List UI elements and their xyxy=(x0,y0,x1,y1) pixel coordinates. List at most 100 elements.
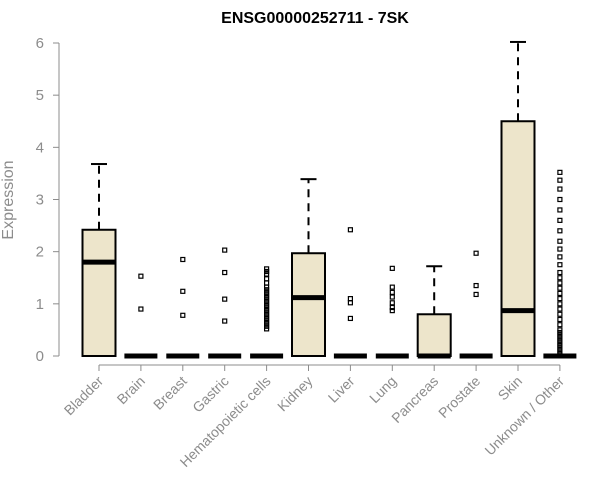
outlier-point xyxy=(264,315,270,322)
outlier-point xyxy=(264,323,270,329)
outlier-point xyxy=(557,238,563,244)
x-tick-label: Pancreas xyxy=(388,373,441,426)
outlier-point xyxy=(557,169,563,175)
outlier-point xyxy=(264,305,270,311)
outlier-point xyxy=(264,313,270,319)
outlier-point xyxy=(557,342,563,349)
outlier-point xyxy=(557,262,563,268)
box-group xyxy=(208,247,242,359)
outlier-point xyxy=(557,340,563,346)
outlier-point xyxy=(264,297,270,303)
outlier-point xyxy=(264,318,270,324)
outlier-point xyxy=(557,246,563,252)
box-group xyxy=(500,40,536,357)
y-axis-label: Expression xyxy=(0,160,17,239)
box-group xyxy=(250,266,284,359)
outlier-point xyxy=(557,345,563,351)
y-tick-label: 3 xyxy=(36,192,44,209)
outlier-point xyxy=(557,329,563,336)
outlier-point xyxy=(389,265,395,271)
box-group xyxy=(543,169,577,359)
outlier-point xyxy=(389,308,395,314)
outlier-point xyxy=(473,250,479,256)
box-rect xyxy=(500,120,536,357)
outlier-point xyxy=(264,266,270,272)
outlier-point xyxy=(557,280,563,286)
x-tick-label: Lung xyxy=(366,373,399,406)
box-group xyxy=(166,256,200,359)
outlier-point xyxy=(557,301,563,307)
boxes xyxy=(81,40,577,359)
outlier-point xyxy=(264,280,270,286)
x-tick-label: Breast xyxy=(150,373,190,413)
box-rect xyxy=(81,228,117,357)
outlier-point xyxy=(264,310,270,316)
outlier-point xyxy=(389,300,395,306)
outlier-point xyxy=(389,304,395,311)
outlier-point xyxy=(222,247,228,253)
outlier-point xyxy=(389,284,395,290)
y-tick-label: 4 xyxy=(36,139,44,156)
outlier-point xyxy=(473,291,479,298)
outlier-point xyxy=(138,306,144,312)
outlier-point xyxy=(557,186,563,192)
outlier-point xyxy=(222,296,228,302)
outlier-point xyxy=(557,290,563,296)
box-group xyxy=(291,178,326,358)
outlier-point xyxy=(264,271,270,277)
outlier-point xyxy=(264,302,270,308)
outlier-point xyxy=(222,318,228,324)
outlier-point xyxy=(473,282,479,289)
outlier-point xyxy=(264,294,270,301)
box-rect xyxy=(291,252,326,358)
outlier-point xyxy=(180,288,186,294)
box-group xyxy=(333,227,367,359)
outlier-point xyxy=(180,256,186,263)
outlier-point xyxy=(264,300,270,306)
box-group xyxy=(375,265,409,359)
outlier-point xyxy=(557,327,563,333)
outlier-point xyxy=(557,285,563,291)
outlier-point xyxy=(557,228,563,234)
x-tick-label: Kidney xyxy=(274,373,316,415)
outlier-point xyxy=(557,275,563,281)
box-group xyxy=(124,273,158,359)
outlier-point xyxy=(557,177,563,183)
outlier-point xyxy=(347,315,353,322)
outlier-point xyxy=(557,322,563,328)
outlier-point xyxy=(347,300,353,306)
x-tick-label: Prostate xyxy=(435,373,483,421)
outlier-point xyxy=(557,254,563,260)
outlier-point xyxy=(557,296,563,302)
x-tick-label: Bladder xyxy=(61,373,107,419)
outlier-point xyxy=(264,287,270,293)
outlier-point xyxy=(264,292,270,298)
outlier-point xyxy=(557,335,563,341)
outlier-point xyxy=(347,227,353,233)
x-tick-label: Skin xyxy=(495,373,526,404)
outlier-point xyxy=(264,268,270,275)
outlier-point xyxy=(389,289,395,295)
y-tick-label: 2 xyxy=(36,244,44,261)
x-tick-label: Brain xyxy=(114,373,148,407)
outlier-point xyxy=(264,284,270,290)
box-rect xyxy=(416,313,452,357)
outlier-point xyxy=(557,207,563,213)
outlier-point xyxy=(557,196,563,203)
y-tick-label: 5 xyxy=(36,87,44,104)
outlier-point xyxy=(557,348,563,354)
outlier-point xyxy=(557,337,563,343)
y-axis: 0 1 2 3 4 5 6 xyxy=(36,35,60,365)
outlier-point xyxy=(557,306,563,312)
outlier-point xyxy=(557,332,563,338)
outlier-point xyxy=(180,312,186,318)
box-group xyxy=(459,250,493,359)
box-group xyxy=(416,265,452,359)
outlier-point xyxy=(557,350,563,356)
outlier-point xyxy=(347,296,353,302)
outlier-point xyxy=(389,294,395,300)
outlier-point xyxy=(264,289,270,295)
x-tick-label: Liver xyxy=(325,373,358,406)
